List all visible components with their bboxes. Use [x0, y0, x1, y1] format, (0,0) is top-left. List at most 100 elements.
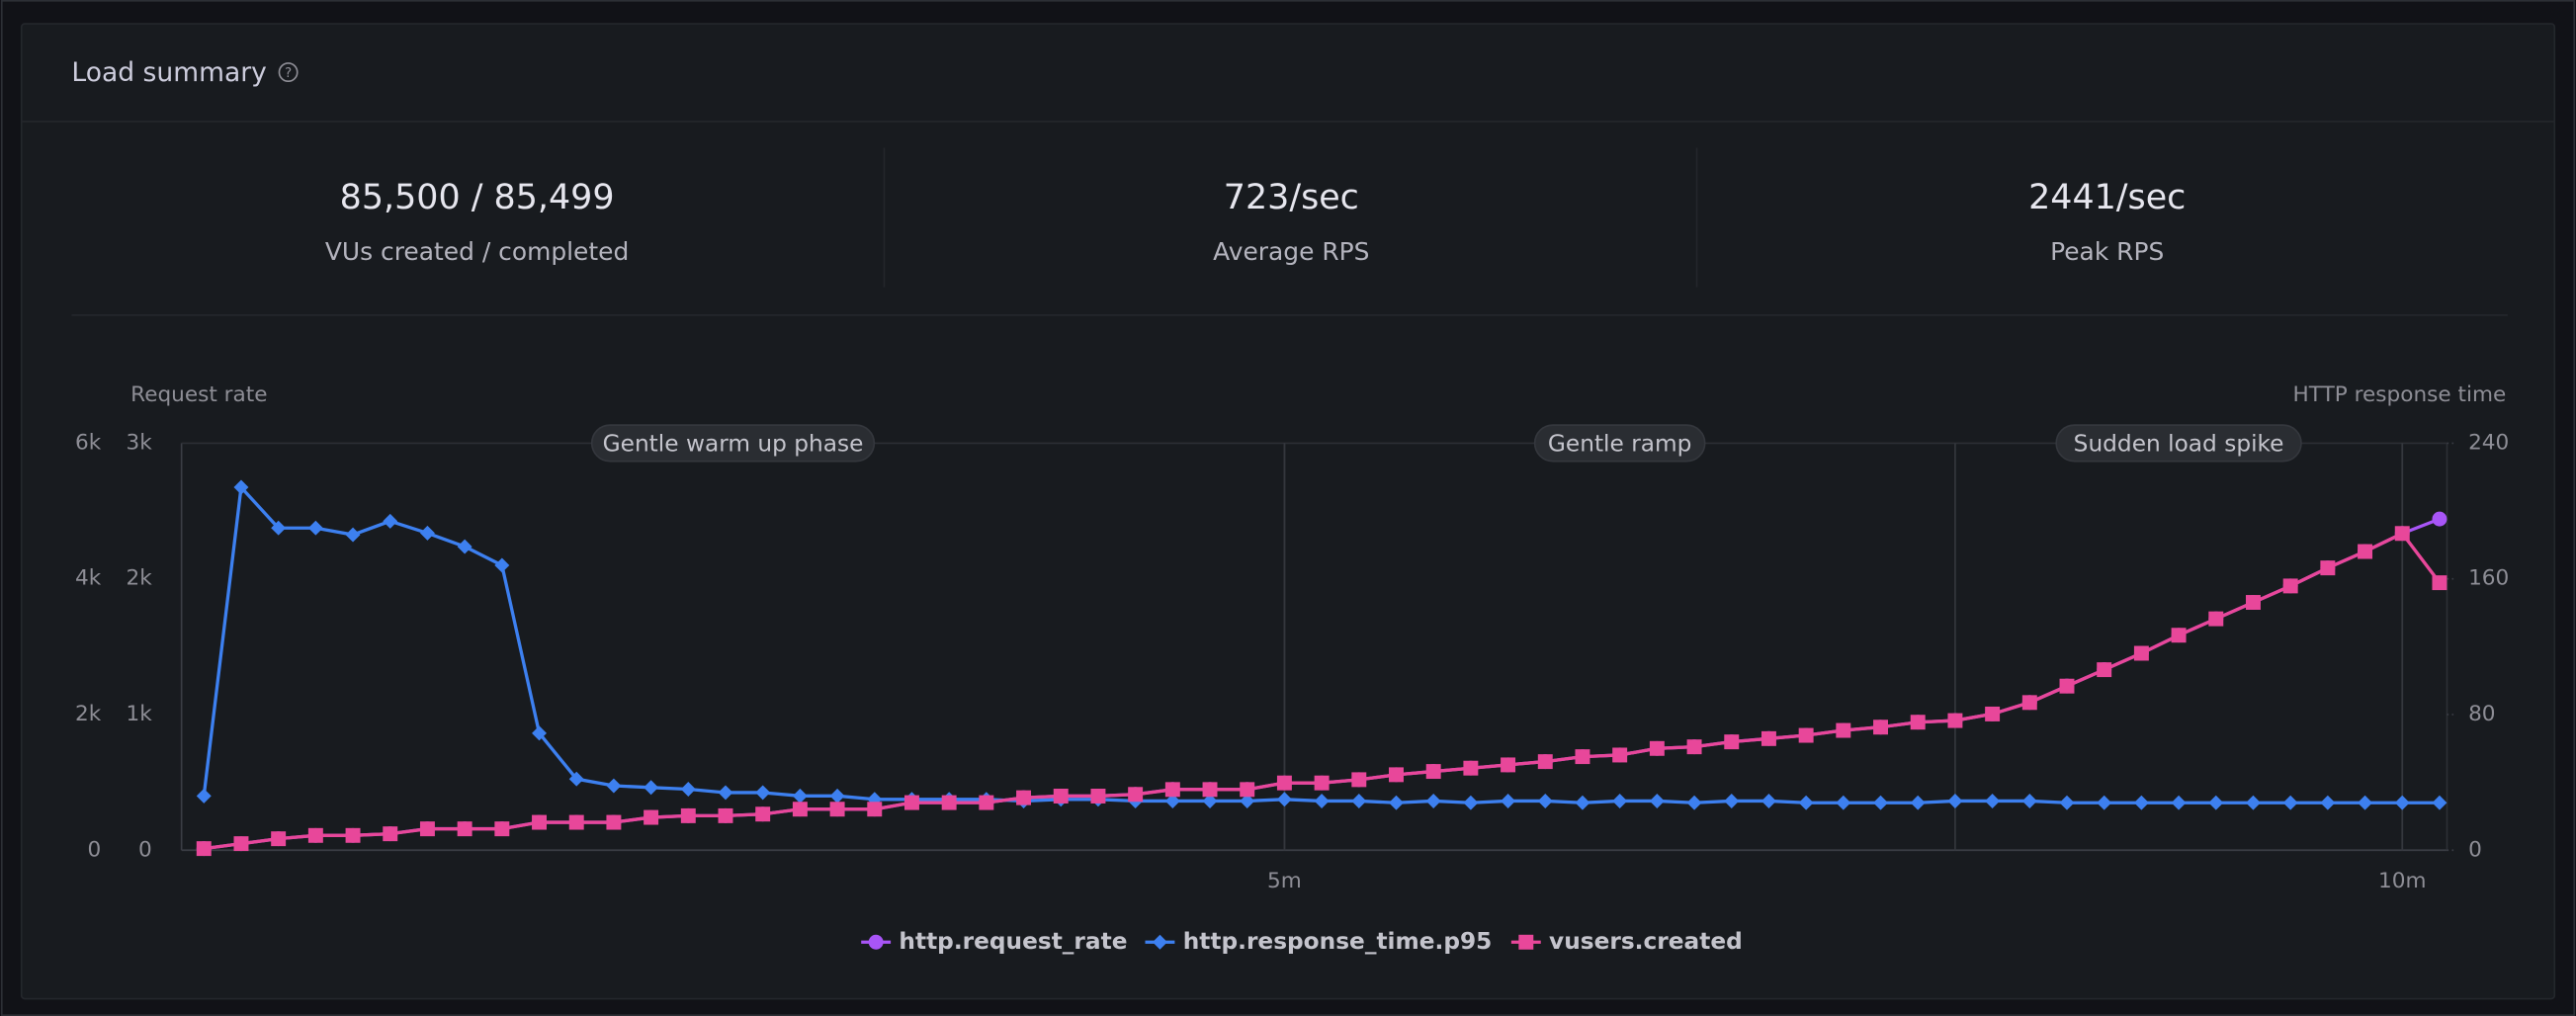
- point: [1760, 730, 1776, 746]
- point: [1152, 934, 1167, 950]
- point: [1985, 706, 2001, 721]
- point: [1612, 794, 1628, 808]
- y2-tick-label: 0: [2468, 837, 2482, 862]
- point: [1798, 727, 1814, 743]
- point: [2097, 662, 2112, 678]
- point: [680, 807, 696, 823]
- help-icon[interactable]: ?: [278, 62, 299, 83]
- legend-item[interactable]: http.response_time.p95: [1145, 928, 1493, 955]
- point: [1501, 794, 1516, 808]
- point: [1985, 794, 2001, 808]
- y2-axis-title: HTTP response time: [2293, 382, 2507, 407]
- stat-value: 85,500 / 85,499: [340, 178, 615, 217]
- point: [1910, 715, 1926, 730]
- point: [1463, 795, 1479, 810]
- point: [2133, 795, 2149, 810]
- y2-tick-label: 80: [2468, 702, 2495, 726]
- y-axis-title: Request rate: [130, 382, 267, 407]
- point: [1053, 789, 1069, 804]
- point: [1724, 734, 1740, 750]
- point: [792, 788, 808, 804]
- point: [2320, 560, 2336, 576]
- annotation-pill: [2055, 424, 2302, 463]
- point: [2394, 795, 2410, 810]
- y2-tick-label: 160: [2468, 566, 2509, 591]
- y-tick-label: 2k: [75, 702, 102, 726]
- legend-item[interactable]: http.request_rate: [861, 928, 1127, 955]
- annotation-label: Sudden load spike: [2074, 431, 2284, 458]
- point: [1537, 754, 1553, 770]
- point: [718, 807, 733, 823]
- point: [2432, 575, 2447, 591]
- point: [755, 806, 771, 822]
- point: [1836, 722, 1851, 738]
- point: [979, 795, 994, 810]
- x-tick-label: 5m: [1267, 869, 1302, 893]
- svg-text:?: ?: [285, 66, 292, 81]
- point: [494, 557, 510, 573]
- stat-label: VUs created / completed: [325, 237, 629, 266]
- point: [1202, 794, 1218, 808]
- annotation-label: Gentle warm up phase: [603, 431, 864, 458]
- point: [1276, 792, 1292, 807]
- point: [2358, 795, 2373, 810]
- stat-label: Peak RPS: [2050, 237, 2164, 266]
- point: [1798, 795, 1814, 810]
- point: [1686, 795, 1702, 810]
- point: [2171, 628, 2187, 643]
- point: [868, 934, 884, 950]
- point: [1649, 794, 1665, 808]
- point: [383, 513, 398, 529]
- point: [419, 821, 435, 837]
- legend-item[interactable]: vusers.created: [1510, 928, 1743, 955]
- point: [1389, 795, 1404, 810]
- point: [1612, 747, 1628, 763]
- y-tick-label: 0: [88, 837, 102, 862]
- point: [1910, 795, 1926, 810]
- point: [941, 795, 957, 810]
- point: [2171, 795, 2187, 810]
- point: [1389, 767, 1404, 783]
- point: [2208, 611, 2224, 627]
- point: [1425, 794, 1441, 808]
- y3-tick-label: 1k: [127, 702, 153, 726]
- point: [1164, 782, 1180, 798]
- point: [1314, 775, 1330, 791]
- point: [1090, 789, 1106, 804]
- point: [1724, 794, 1740, 808]
- point: [829, 788, 845, 804]
- point: [1128, 787, 1144, 803]
- legend-label: http.request_rate: [899, 928, 1127, 955]
- point: [2394, 526, 2410, 542]
- point: [718, 785, 733, 801]
- point: [1164, 794, 1180, 808]
- point: [532, 725, 547, 741]
- point: [307, 827, 323, 843]
- point: [1947, 794, 1963, 808]
- point: [1276, 775, 1292, 791]
- annotation-label: Gentle ramp: [1548, 431, 1692, 458]
- point: [1575, 795, 1590, 810]
- point: [1240, 794, 1255, 808]
- point: [903, 795, 919, 810]
- point: [233, 836, 249, 852]
- stat-label: Average RPS: [1213, 237, 1369, 266]
- point: [2358, 544, 2373, 559]
- point: [1836, 795, 1851, 810]
- point: [532, 814, 547, 830]
- point: [2432, 511, 2447, 527]
- point: [1537, 794, 1553, 808]
- point: [644, 809, 659, 825]
- x-tick-label: 10m: [2378, 869, 2426, 893]
- point: [2059, 678, 2075, 694]
- point: [2282, 578, 2298, 594]
- point: [233, 479, 249, 495]
- legend-label: http.response_time.p95: [1183, 928, 1493, 955]
- point: [1314, 794, 1330, 808]
- y3-tick-label: 2k: [127, 566, 153, 591]
- point: [680, 782, 696, 797]
- legend-label: vusers.created: [1549, 928, 1743, 955]
- point: [2282, 795, 2298, 810]
- point: [1649, 740, 1665, 756]
